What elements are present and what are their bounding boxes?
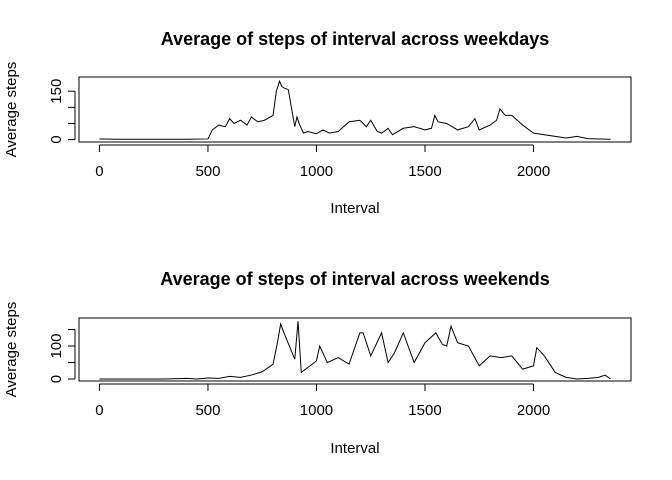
chart-title: Average of steps of interval across week… [160, 269, 550, 289]
x-tick-label: 500 [195, 163, 220, 180]
y-tick-label: 150 [48, 79, 65, 104]
x-tick-label: 2000 [517, 402, 550, 419]
x-tick-label: 1000 [300, 163, 333, 180]
line [99, 321, 611, 380]
plot-frame [78, 76, 632, 143]
plot-frame [78, 317, 632, 382]
y-tick-label: 100 [48, 334, 65, 359]
chart-title: Average of steps of interval across week… [161, 29, 550, 49]
y-tick-label: 0 [48, 135, 65, 143]
x-tick-label: 0 [95, 163, 103, 180]
x-tick-label: 1500 [408, 163, 441, 180]
x-tick-label: 500 [195, 402, 220, 419]
y-axis-label: Average steps [3, 62, 20, 158]
line [99, 79, 611, 140]
x-axis-label: Interval [330, 440, 379, 457]
x-tick-label: 2000 [517, 163, 550, 180]
y-tick-label: 0 [48, 375, 65, 383]
y-axis-label: Average steps [3, 302, 20, 398]
x-tick-label: 1500 [408, 402, 441, 419]
x-axis-label: Interval [330, 200, 379, 217]
x-tick-label: 1000 [300, 402, 333, 419]
x-tick-label: 0 [95, 402, 103, 419]
